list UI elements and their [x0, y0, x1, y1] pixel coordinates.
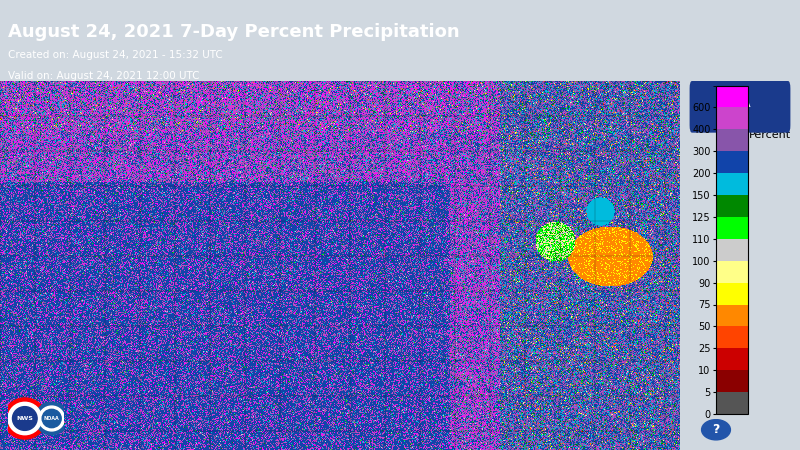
Circle shape	[42, 410, 61, 427]
Text: ?: ?	[712, 423, 720, 436]
Text: Valid on: August 24, 2021 12:00 UTC: Valid on: August 24, 2021 12:00 UTC	[8, 71, 199, 81]
Circle shape	[8, 402, 42, 435]
Text: Percent: Percent	[749, 130, 791, 140]
Circle shape	[13, 407, 37, 430]
Text: NWS: NWS	[16, 416, 34, 421]
Text: August 24, 2021 7-Day Percent Precipitation: August 24, 2021 7-Day Percent Precipitat…	[8, 22, 460, 40]
Circle shape	[3, 398, 46, 439]
Circle shape	[702, 419, 730, 440]
Circle shape	[38, 406, 65, 431]
Text: Created on: August 24, 2021 - 15:32 UTC: Created on: August 24, 2021 - 15:32 UTC	[8, 50, 222, 60]
Text: NOAA: NOAA	[44, 416, 59, 421]
Text: NOAA: NOAA	[729, 102, 751, 108]
Circle shape	[35, 402, 69, 435]
FancyBboxPatch shape	[690, 81, 790, 133]
